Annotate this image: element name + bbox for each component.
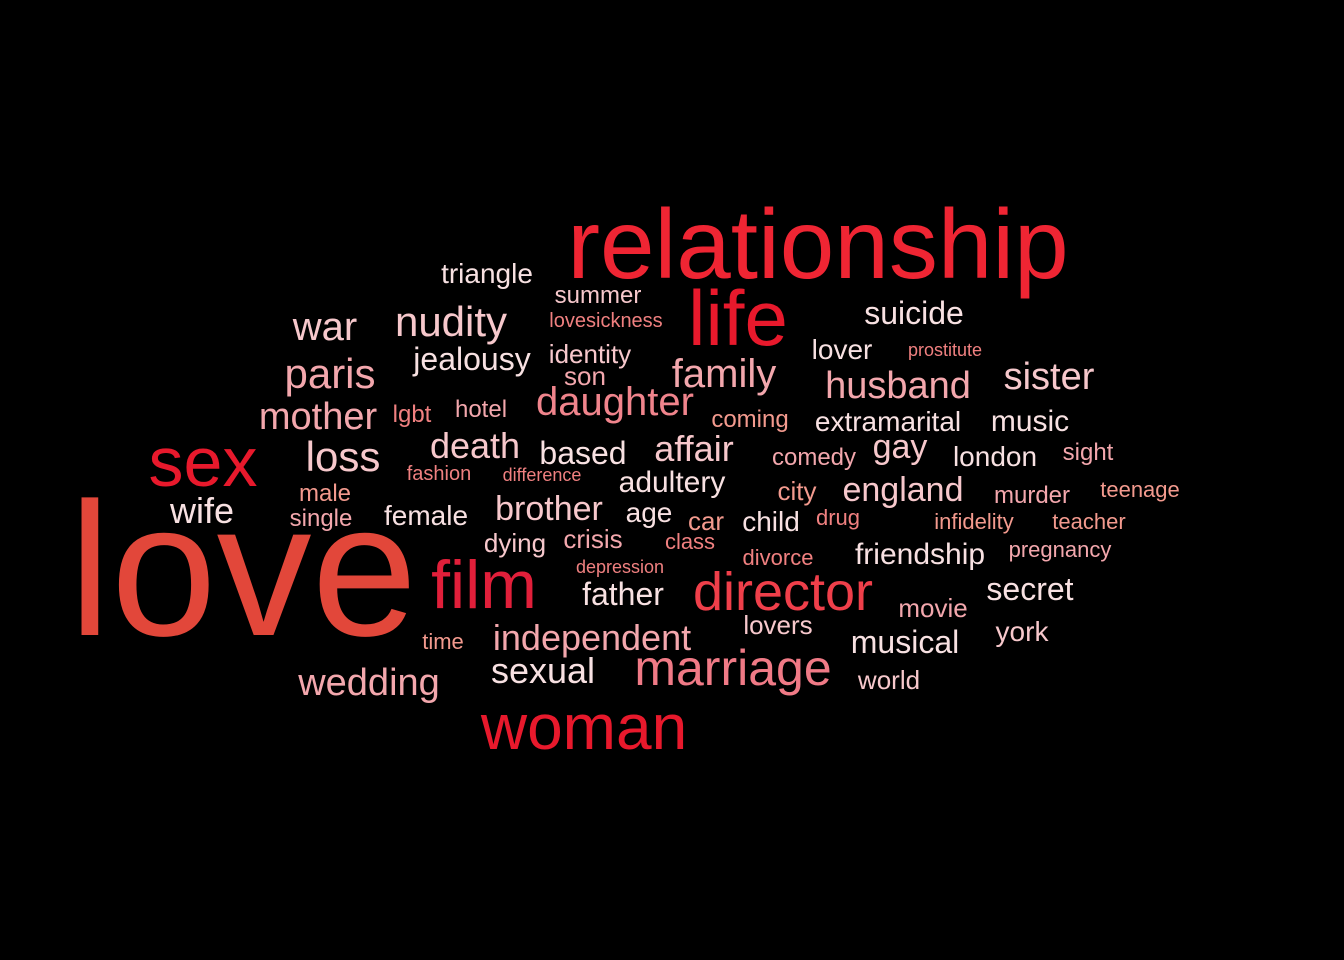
word-infidelity: infidelity xyxy=(934,509,1014,534)
word-director: director xyxy=(692,562,874,622)
word-wife: wife xyxy=(169,490,235,531)
word-mother: mother xyxy=(258,396,378,438)
word-crisis: crisis xyxy=(563,524,623,554)
word-summer: summer xyxy=(554,282,642,309)
word-son: son xyxy=(564,361,606,391)
word-sex: sex xyxy=(148,423,258,501)
word-lover: lover xyxy=(811,334,873,365)
word-loss: loss xyxy=(305,433,381,480)
word-woman: woman xyxy=(480,691,688,763)
word-york: york xyxy=(995,616,1049,647)
word-marriage: marriage xyxy=(634,640,832,696)
word-film: film xyxy=(431,547,537,623)
word-war: war xyxy=(292,305,358,349)
word-age: age xyxy=(625,497,673,528)
word-wedding: wedding xyxy=(298,662,440,704)
word-secret: secret xyxy=(986,571,1074,607)
word-female: female xyxy=(383,500,469,531)
word-paris: paris xyxy=(284,350,376,397)
word-city: city xyxy=(777,476,817,506)
word-affair: affair xyxy=(654,428,734,469)
word-coming: coming xyxy=(711,406,789,433)
word-male: male xyxy=(298,480,352,507)
word-child: child xyxy=(742,506,800,537)
word-fashion: fashion xyxy=(406,463,472,485)
word-husband: husband xyxy=(825,365,971,407)
word-lgbt: lgbt xyxy=(392,401,432,428)
word-based: based xyxy=(539,435,627,471)
word-life: life xyxy=(688,274,788,362)
word-movie: movie xyxy=(898,593,968,623)
word-pregnancy: pregnancy xyxy=(1008,537,1112,562)
word-suicide: suicide xyxy=(864,295,964,331)
word-brother: brother xyxy=(495,490,603,528)
word-difference: difference xyxy=(502,465,582,485)
word-hotel: hotel xyxy=(454,396,508,423)
word-world: world xyxy=(857,665,921,695)
word-single: single xyxy=(289,505,353,532)
word-lovesickness: lovesickness xyxy=(549,310,663,332)
word-music: music xyxy=(990,405,1070,438)
word-daughter: daughter xyxy=(536,380,694,424)
word-sight: sight xyxy=(1062,439,1114,466)
word-sexual: sexual xyxy=(490,650,596,691)
word-adultery: adultery xyxy=(618,466,726,499)
word-extramarital: extramarital xyxy=(814,406,962,437)
word-jealousy: jealousy xyxy=(413,341,531,377)
word-sister: sister xyxy=(1003,356,1095,398)
word-prostitute: prostitute xyxy=(907,340,983,360)
word-divorce: divorce xyxy=(742,545,814,570)
word-comedy: comedy xyxy=(771,444,857,471)
word-murder: murder xyxy=(993,482,1071,509)
word-father: father xyxy=(582,576,664,612)
word-drug: drug xyxy=(815,505,861,530)
word-england: england xyxy=(842,471,964,509)
word-family: family xyxy=(671,352,777,396)
word-nudity: nudity xyxy=(394,298,508,345)
word-lovers: lovers xyxy=(743,610,813,640)
word-depression: depression xyxy=(575,557,665,577)
word-friendship: friendship xyxy=(854,538,986,571)
word-teenage: teenage xyxy=(1100,477,1180,502)
word-love: love xyxy=(68,464,418,676)
word-teacher: teacher xyxy=(1052,509,1126,534)
word-identity: identity xyxy=(548,339,632,369)
word-time: time xyxy=(422,629,464,654)
word-musical: musical xyxy=(850,624,960,660)
word-gay: gay xyxy=(872,428,928,466)
word-independent: independent xyxy=(492,617,692,658)
word-car: car xyxy=(687,506,725,536)
word-london: london xyxy=(952,441,1038,472)
word-relationship: relationship xyxy=(567,189,1069,299)
word-class: class xyxy=(664,529,716,554)
word-dying: dying xyxy=(483,528,547,558)
word-death: death xyxy=(429,425,521,466)
word-triangle: triangle xyxy=(441,258,533,289)
